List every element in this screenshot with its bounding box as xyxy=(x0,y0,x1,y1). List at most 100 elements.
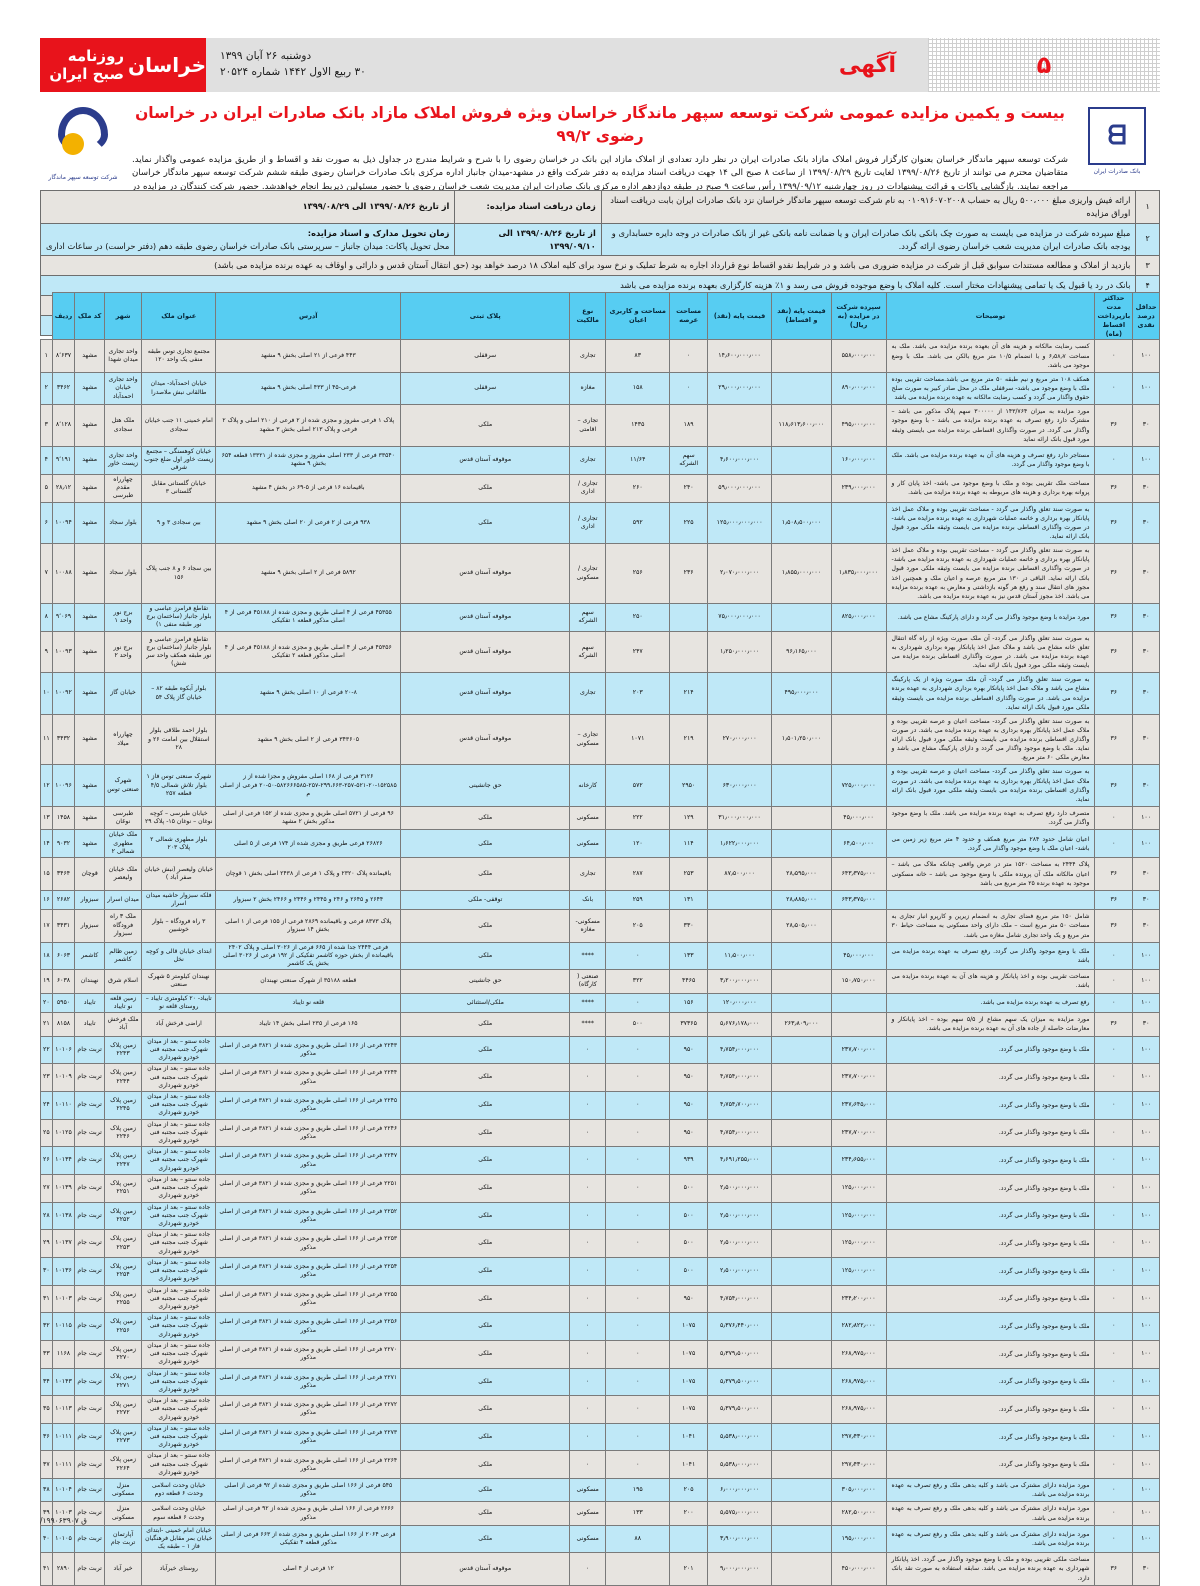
cell-registry-plate: ۲۲۷۲ فرعی از ۱۶۶ اصلی طریق و مجزی شده از… xyxy=(215,1395,402,1424)
cell-description: کسب رضایت مالکانه و هزینه های آن بعهده ب… xyxy=(885,339,1096,373)
cell-land-area: سهم الشرکه xyxy=(669,445,708,475)
condition-value: از تاریخ ۱۳۹۹/۰۸/۲۶ الی ۱۳۹۹/۰۹/۱۰ xyxy=(454,222,602,257)
cell-cash-percent: ۱۰۰ xyxy=(1132,941,1160,971)
cell-building-area: ۰ xyxy=(605,1450,671,1480)
cell-price-cash: ۴٫۷۵۴٫۰۰۰٫۰۰۰ xyxy=(706,1284,773,1314)
cell-property-code: ۱۰۱۲۵ xyxy=(51,1118,76,1148)
cell-land-area: ۱۱۴ xyxy=(669,829,708,859)
cell-address: بین سجادی ۳ و ۹ xyxy=(141,501,217,545)
cell-building-area: ۰ xyxy=(605,1339,671,1369)
cell-city: مشهد xyxy=(74,806,106,831)
cell-description: شامل ۱۵۰ متر مربع فضای تجاری به انضمام ز… xyxy=(885,909,1096,943)
cell-description: ملک با وضع موجود واگذار می گردد. xyxy=(885,1118,1096,1148)
cell-cash-percent: ۱۰۰ xyxy=(1132,1450,1160,1480)
table-row: ۱۰۰ ۰ ملک با وضع موجود واگذار می گردد. ۲۳۷٫… xyxy=(40,1063,1160,1092)
cell-cash-percent: ۱۰۰ xyxy=(1132,992,1160,1014)
cell-building-area: ۱۴۳۵ xyxy=(605,404,671,447)
cell-property-code: ۹۰۳۲ xyxy=(51,829,76,859)
cell-installment-months: ۰ xyxy=(1094,806,1134,831)
table-row: ۱۰۰ ۰ ملک با وضع موجود واگذار می گردد. ۲۶۸٫… xyxy=(40,1395,1160,1424)
cell-price-cash: ۴٫۷۵۴٫۰۰۰٫۰۰۰ xyxy=(706,1118,773,1148)
cell-ownership-type: ملکی xyxy=(400,909,571,943)
cell-usage: تجاری xyxy=(569,445,607,475)
cell-description: به صورت سند تعلق واگذار می گردد- مساحت ا… xyxy=(885,764,1096,808)
table-row: ۳۰ ۳۶ به صورت سند تعلق واگذار می گردد - مس… xyxy=(40,543,1160,604)
cell-address: جاده سنتو – بعد از میدان شهرک جنب مجتبه … xyxy=(141,1367,217,1397)
cell-price-cash: ۴٫۶۰۰٫۰۰۰٫۰۰۰ xyxy=(706,445,773,475)
cell-price-installment: ۹۶٫۱۶۵٫۰۰۰ xyxy=(771,630,832,674)
table-row: ۳۰ ۳۶ به صورت سند تعلق واگذار می گردد- آن … xyxy=(40,672,1160,715)
cell-price-cash: ۴٫۶۹۱٫۲۵۵٫۰۰۰ xyxy=(706,1146,773,1175)
table-row: ۳۰ ۳۶ مساحت ملکی تقریبی بوده و ملک با وضع … xyxy=(40,1552,1160,1586)
cell-cash-percent: ۱۰۰ xyxy=(1132,1395,1160,1424)
cell-row-number: ۱۵ xyxy=(40,857,53,891)
issue-date: آگهی دوشنبه ۲۶ آبان ۱۳۹۹ ۳۰ ربیع الاول ۱… xyxy=(206,38,928,92)
cell-ownership-type: ملکی xyxy=(400,1118,571,1148)
cell-description: ملک با وضع موجود واگذار می گردد. xyxy=(885,1090,1096,1120)
table-row: ۱۰۰ ۰ مستاجر دارد رفع تصرف و هزینه های آن … xyxy=(40,445,1160,475)
cell-description: ملک با وضع موجود واگذار می گردد. xyxy=(885,1146,1096,1175)
cell-building-area: ۱۵۸ xyxy=(605,371,671,406)
cell-cash-percent: ۳۰ xyxy=(1132,630,1160,674)
condition-row: ۴ بانک در رد یا قبول یک یا تمامی پیشنهادا… xyxy=(39,275,1160,297)
sepehr-logo-caption: شرکت توسعه سپهر ماندگار xyxy=(48,174,118,181)
cell-city: سبزوار xyxy=(74,889,106,911)
cell-row-number: ۲۰ xyxy=(40,992,53,1014)
cell-usage: ۰ xyxy=(569,1256,607,1286)
cell-row-number: ۴۱ xyxy=(40,1552,53,1586)
condition-number: ۲ xyxy=(1135,222,1160,257)
cell-ownership-type: ملکی xyxy=(400,1284,571,1314)
cell-deposit: ۵۵۸٫۰۰۰٫۰۰۰ xyxy=(830,339,887,373)
cell-property-code: ۱۰۱۰۹ xyxy=(51,1063,76,1092)
cell-address: جاده سنتو – بعد از میدان شهرک جنب مجتبه … xyxy=(141,1035,217,1065)
table-row: ۳۰ ۳۶ ۶۴۳٫۳۷۵٫۰۰۰ ۲۸٫۸۸۵٫۰۰۰ ۱۳۱ ۲۵۹ بانک توقفی… xyxy=(40,889,1160,911)
cell-description: ملک با وضع موجود واگذار می گردد. xyxy=(885,1367,1096,1397)
bank-logo-glyph: ᗺ xyxy=(1088,107,1146,165)
cell-usage: **** xyxy=(569,1012,607,1037)
cell-installment-months: ۳۶ xyxy=(1094,630,1134,674)
cell-price-installment xyxy=(771,941,832,971)
cell-property-title: زمین پلاک ۲۲۵۱ xyxy=(104,1173,143,1203)
cell-price-installment xyxy=(771,1312,832,1341)
cell-price-installment xyxy=(771,603,832,632)
cell-usage: بانک xyxy=(569,889,607,911)
cell-property-title: زمین ظالم کاشمر xyxy=(104,941,143,971)
cell-installment-months: ۰ xyxy=(1094,1422,1134,1452)
lots-table-head: حداقل درصد نقدی حداکثر مدت بازپرداخت اقسا… xyxy=(41,291,1160,341)
table-row: ۱۰۰ ۰ مورد مزایده دارای مشترک می باشد و کل… xyxy=(40,1501,1160,1526)
cell-deposit: ۴۵٫۰۰۰٫۰۰۰ xyxy=(830,941,887,971)
cell-city: کاشمر xyxy=(74,941,106,971)
cell-description: ملک با وضع موجود واگذار می گردد. xyxy=(885,1422,1096,1452)
cell-ownership-type: ملکی xyxy=(400,1090,571,1120)
cell-installment-months: ۳۶ xyxy=(1094,1552,1134,1586)
table-row: ۳۰ ۳۶ مورد مزایده به میزان یک سهم مشاع از … xyxy=(40,1012,1160,1037)
cell-installment-months: ۰ xyxy=(1094,1229,1134,1258)
cell-registry-plate: ۱۶۵ فرعی از ۲۳۵ اصلی بخش ۱۴ تایباد xyxy=(215,1012,402,1037)
cell-deposit: ۲۸۲٫۵۰۰٫۰۰۰ xyxy=(830,1501,887,1526)
cell-description: مساحت ملک تقریبی بوده و ملک با وضع موجود… xyxy=(885,473,1096,503)
cell-address: جاده سنتو – بعد از میدان شهرک جنب مجتبه … xyxy=(141,1146,217,1175)
cell-property-title: خیابان گاز xyxy=(104,672,143,715)
cell-building-area: ۰ xyxy=(605,941,671,971)
cell-cash-percent: ۳۰ xyxy=(1132,501,1160,545)
cell-installment-months: ۳۶ xyxy=(1094,764,1134,808)
cell-installment-months: ۳۶ xyxy=(1094,473,1134,503)
cell-deposit xyxy=(830,992,887,1014)
cell-land-area: ۱۰۷۵ xyxy=(669,1395,708,1424)
table-row: ۱۰۰ ۰ کسب رضایت مالکانه و هزینه های آن بعه… xyxy=(40,339,1160,373)
cell-building-area: ۰ xyxy=(605,1063,671,1092)
cell-city: تربت جام xyxy=(74,1035,106,1065)
table-row: ۱۰۰ ۰ ملک با وضع موجود واگذار می گردد. ۲۹۷٫… xyxy=(40,1450,1160,1480)
cell-price-cash: ۴٫۷۵۴٫۰۰۰٫۰۰۰ xyxy=(706,1063,773,1092)
cell-city: مشهد xyxy=(74,404,106,447)
cell-deposit: ۱۲۵٫۰۰۰٫۰۰۰ xyxy=(830,1201,887,1231)
cell-usage: مسکونی-مغازه xyxy=(569,909,607,943)
cell-deposit xyxy=(830,713,887,766)
column-header: آدرس xyxy=(215,291,402,341)
cell-building-area: ۸۸ xyxy=(605,1524,671,1554)
column-header: توضیحات xyxy=(885,291,1096,341)
cell-land-area: ۰ xyxy=(669,371,708,406)
cell-price-cash: ۴٫۷۵۴٫۷۰۰٫۰۰۰ xyxy=(706,1090,773,1120)
cell-price-installment xyxy=(771,969,832,994)
